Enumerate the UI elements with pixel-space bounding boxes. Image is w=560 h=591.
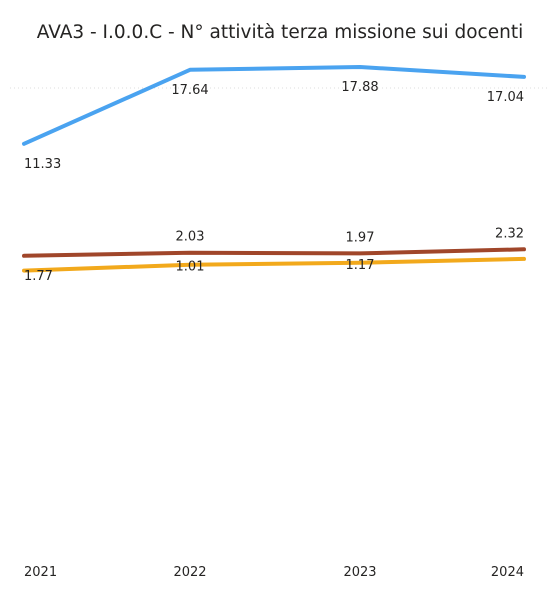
series-lines bbox=[22, 65, 526, 273]
data-label-s1-2021: 11.33 bbox=[24, 157, 61, 172]
data-label-s3-2023: 1.17 bbox=[346, 258, 375, 273]
series-line-2 bbox=[22, 247, 526, 258]
data-label-s2-2023: 1.97 bbox=[346, 230, 375, 245]
x-tick-2023: 2023 bbox=[343, 565, 376, 580]
data-label-s2-2022: 2.03 bbox=[176, 230, 205, 245]
series-line-1 bbox=[22, 65, 526, 146]
x-axis-ticks: 2021 2022 2023 2024 bbox=[24, 565, 524, 580]
x-tick-2022: 2022 bbox=[173, 565, 206, 580]
x-tick-2021: 2021 bbox=[24, 565, 57, 580]
data-labels: 11.33 17.64 17.88 17.04 1.77 2.03 1.97 2.32 1.01… bbox=[24, 80, 524, 284]
x-tick-2024: 2024 bbox=[491, 565, 524, 580]
data-label-s2-2024: 2.32 bbox=[495, 226, 524, 241]
chart-title: AVA3 - I.0.0.C - N° attività terza missi… bbox=[36, 22, 524, 43]
data-label-s1-2023: 17.88 bbox=[341, 80, 378, 95]
data-label-s1-2022: 17.64 bbox=[171, 83, 208, 98]
data-label-s3-2022: 1.01 bbox=[176, 260, 205, 275]
data-label-s1-2024: 17.04 bbox=[487, 90, 524, 105]
series-line-3 bbox=[22, 256, 526, 273]
data-label-s2-2021: 1.77 bbox=[24, 269, 53, 284]
